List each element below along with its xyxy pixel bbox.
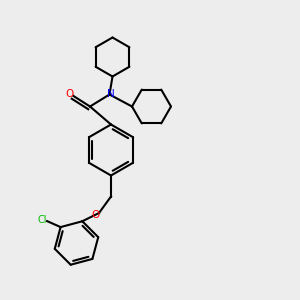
Text: N: N [106,89,114,99]
Text: O: O [91,210,99,220]
Text: Cl: Cl [38,215,47,225]
Text: O: O [65,89,74,100]
